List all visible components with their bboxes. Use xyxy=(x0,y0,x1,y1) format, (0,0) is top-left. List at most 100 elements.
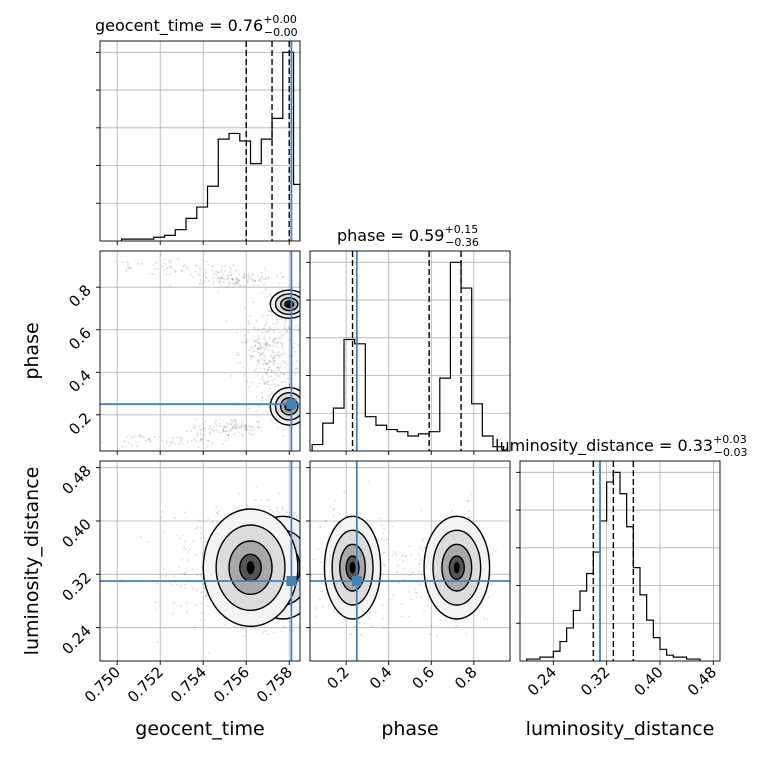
scatter-geocent-time-vs-phase-point xyxy=(236,354,238,357)
scatter-geocent-time-vs-phase-point xyxy=(170,259,173,262)
scatter-geocent-time-vs-luminosity-distance-point xyxy=(302,602,304,604)
scatter-geocent-time-vs-phase-point xyxy=(203,274,205,276)
scatter-geocent-time-vs-phase-point xyxy=(260,276,263,279)
scatter-geocent-time-vs-phase-point xyxy=(266,331,268,334)
scatter-geocent-time-vs-luminosity-distance-point xyxy=(295,515,298,518)
scatter-geocent-time-vs-luminosity-distance-point xyxy=(193,625,196,628)
scatter-geocent-time-vs-phase-point xyxy=(265,344,268,347)
scatter-phase-vs-luminosity-distance-point xyxy=(421,549,424,552)
scatter-geocent-time-vs-phase-point xyxy=(144,439,147,442)
scatter-geocent-time-vs-phase-point xyxy=(279,337,282,339)
scatter-geocent-time-vs-luminosity-distance-point xyxy=(305,504,307,506)
scatter-geocent-time-vs-phase-point xyxy=(154,261,157,264)
scatter-geocent-time-vs-phase-point xyxy=(181,269,184,272)
scatter-geocent-time-vs-phase-point xyxy=(147,438,150,441)
scatter-geocent-time-vs-phase-point xyxy=(153,436,156,438)
scatter-geocent-time-vs-phase-point xyxy=(170,442,172,445)
scatter-geocent-time-vs-phase-point xyxy=(198,425,201,428)
scatter-geocent-time-vs-luminosity-distance-point xyxy=(184,540,186,543)
scatter-geocent-time-vs-phase-point xyxy=(263,348,266,351)
scatter-geocent-time-vs-luminosity-distance-point xyxy=(302,556,304,558)
scatter-phase-vs-luminosity-distance-point xyxy=(423,585,426,588)
scatter-phase-vs-luminosity-distance-point xyxy=(387,558,390,561)
scatter-geocent-time-vs-phase-point xyxy=(230,423,233,426)
ylabel-phase: phase xyxy=(21,322,43,379)
scatter-geocent-time-vs-phase-point xyxy=(282,373,285,376)
scatter-geocent-time-vs-phase-point xyxy=(253,326,256,329)
scatter-geocent-time-vs-phase-point xyxy=(203,433,206,436)
scatter-geocent-time-vs-luminosity-distance-point xyxy=(292,630,295,633)
scatter-geocent-time-vs-phase-point xyxy=(211,442,214,444)
scatter-geocent-time-vs-phase-point xyxy=(243,276,246,279)
scatter-geocent-time-vs-phase-point xyxy=(172,437,175,439)
scatter-geocent-time-vs-phase-point xyxy=(207,279,210,282)
scatter-geocent-time-vs-phase-point xyxy=(148,438,150,441)
scatter-geocent-time-vs-phase-point xyxy=(253,341,256,343)
scatter-geocent-time-vs-phase-point xyxy=(174,442,176,445)
scatter-geocent-time-vs-phase-point xyxy=(235,425,238,428)
scatter-geocent-time-vs-luminosity-distance-point xyxy=(293,623,296,626)
scatter-geocent-time-vs-phase-point xyxy=(125,261,128,264)
scatter-geocent-time-vs-luminosity-distance-point xyxy=(244,630,247,633)
scatter-phase-vs-luminosity-distance-point xyxy=(382,617,384,620)
scatter-geocent-time-vs-phase-point xyxy=(227,275,230,278)
scatter-phase-vs-luminosity-distance-point xyxy=(397,582,400,584)
scatter-geocent-time-vs-phase-point xyxy=(241,423,244,426)
scatter-geocent-time-vs-phase-point xyxy=(263,283,266,286)
scatter-geocent-time-vs-phase-point xyxy=(251,355,253,358)
scatter-geocent-time-vs-phase-point xyxy=(231,277,234,280)
scatter-geocent-time-vs-phase-point xyxy=(236,361,239,364)
scatter-geocent-time-vs-luminosity-distance-point xyxy=(206,597,209,600)
scatter-geocent-time-vs-phase-point xyxy=(268,360,271,363)
scatter-geocent-time-vs-phase-point xyxy=(300,409,302,411)
scatter-geocent-time-vs-phase-point xyxy=(125,269,128,272)
scatter-geocent-time-vs-luminosity-distance-xtick-label: 0.752 xyxy=(124,663,167,706)
scatter-geocent-time-vs-phase-point xyxy=(169,273,172,276)
hist-luminosity-distance-step xyxy=(526,471,701,661)
scatter-geocent-time-vs-phase-point xyxy=(235,427,238,430)
scatter-geocent-time-vs-phase-point xyxy=(283,327,286,330)
scatter-phase-vs-luminosity-distance-point xyxy=(429,633,432,635)
scatter-geocent-time-vs-phase-point xyxy=(249,358,252,361)
scatter-geocent-time-vs-phase-point xyxy=(259,345,262,348)
scatter-geocent-time-vs-phase-point xyxy=(301,300,303,302)
scatter-geocent-time-vs-phase-point xyxy=(194,264,197,267)
scatter-geocent-time-vs-phase-point xyxy=(252,284,255,287)
scatter-geocent-time-vs-phase-point xyxy=(127,442,130,445)
scatter-geocent-time-vs-luminosity-distance-point xyxy=(262,632,265,635)
scatter-geocent-time-vs-phase-point xyxy=(267,314,269,317)
scatter-geocent-time-vs-phase-point xyxy=(260,347,263,350)
scatter-geocent-time-vs-luminosity-distance-point xyxy=(215,505,218,508)
scatter-geocent-time-vs-luminosity-distance-point xyxy=(200,602,203,605)
scatter-geocent-time-vs-phase-point xyxy=(163,258,166,261)
scatter-geocent-time-vs-luminosity-distance-xtick-label: 0.750 xyxy=(81,663,124,706)
scatter-geocent-time-vs-luminosity-distance-point xyxy=(238,492,241,495)
scatter-geocent-time-vs-luminosity-distance-point xyxy=(198,519,200,522)
scatter-geocent-time-vs-phase-point xyxy=(268,325,271,328)
scatter-geocent-time-vs-phase-point xyxy=(171,441,174,444)
scatter-geocent-time-vs-luminosity-distance-point xyxy=(244,634,247,637)
scatter-geocent-time-vs-phase-point xyxy=(260,275,263,278)
scatter-geocent-time-vs-phase-point xyxy=(234,420,237,423)
scatter-phase-vs-luminosity-distance-point xyxy=(455,625,458,628)
hist-phase-area xyxy=(310,251,510,451)
scatter-geocent-time-vs-phase-point xyxy=(260,430,263,432)
scatter-geocent-time-vs-phase-point xyxy=(235,419,237,422)
scatter-geocent-time-vs-phase-point xyxy=(257,426,259,428)
scatter-geocent-time-vs-phase-point xyxy=(270,314,273,317)
scatter-geocent-time-vs-phase-point xyxy=(242,285,245,288)
scatter-geocent-time-vs-phase-point xyxy=(302,289,304,291)
scatter-geocent-time-vs-phase-point xyxy=(226,277,229,280)
scatter-geocent-time-vs-phase-point xyxy=(280,333,283,336)
scatter-geocent-time-vs-phase-point xyxy=(265,381,268,384)
scatter-geocent-time-vs-phase-point xyxy=(260,271,263,274)
scatter-geocent-time-vs-phase-point xyxy=(235,426,238,429)
scatter-phase-vs-luminosity-distance-point xyxy=(374,611,377,614)
scatter-geocent-time-vs-phase-point xyxy=(302,414,304,416)
scatter-geocent-time-vs-luminosity-distance-point xyxy=(195,553,198,556)
scatter-geocent-time-vs-luminosity-distance-point xyxy=(223,513,226,516)
scatter-geocent-time-vs-phase-point xyxy=(251,279,254,281)
scatter-geocent-time-vs-phase-point xyxy=(253,328,256,331)
scatter-geocent-time-vs-luminosity-distance-point xyxy=(181,533,184,536)
scatter-geocent-time-vs-phase-point xyxy=(190,439,193,442)
